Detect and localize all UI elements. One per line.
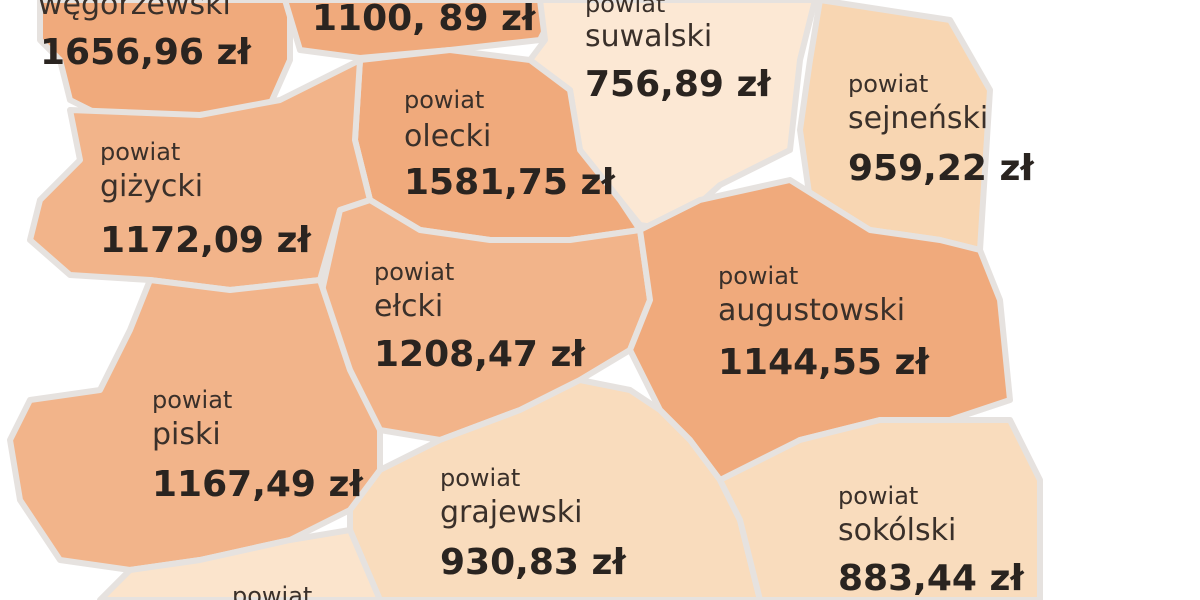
region-name: suwalski [585,19,712,54]
region-prefix: powiat [100,138,180,166]
region-prefix: powiat [374,258,454,286]
region-name: olecki [404,119,491,154]
labels: węgorzewski 1656,96 zł 1100, 89 zł powia… [38,0,1035,600]
region-amount: 1581,75 zł [404,162,616,203]
region-prefix: powiat [404,86,484,114]
region-name: grajewski [440,495,582,530]
region-prefix: powiat [585,0,665,18]
regions [7,0,1043,600]
region-amount: 1100, 89 zł [312,0,537,39]
region-name: ełcki [374,289,443,324]
region-bottom-left [97,527,383,600]
region-prefix: powiat [440,464,520,492]
region-prefix: powiat [152,386,232,414]
region-name: węgorzewski [38,0,231,22]
region-amount: 1656,96 zł [40,32,252,73]
region-amount: 959,22 zł [848,148,1035,189]
region-amount: 756,89 zł [585,64,772,105]
region-name: sokólski [838,513,956,548]
region-name: sejneński [848,101,988,136]
region-prefix: powiat [848,70,928,98]
region-prefix: powiat [232,582,312,600]
region-amount: 1167,49 zł [152,464,364,505]
region-amount: 1144,55 zł [718,342,930,383]
region-amount: 930,83 zł [440,542,627,583]
region-prefix: powiat [838,482,918,510]
region-amount: 883,44 zł [838,558,1025,599]
region-sokolski [717,417,1043,600]
region-name: giżycki [100,169,203,204]
region-name: augustowski [718,293,905,328]
region-amount: 1172,09 zł [100,220,312,261]
region-prefix: powiat [718,262,798,290]
region-amount: 1208,47 zł [374,334,586,375]
region-name: piski [152,417,221,452]
